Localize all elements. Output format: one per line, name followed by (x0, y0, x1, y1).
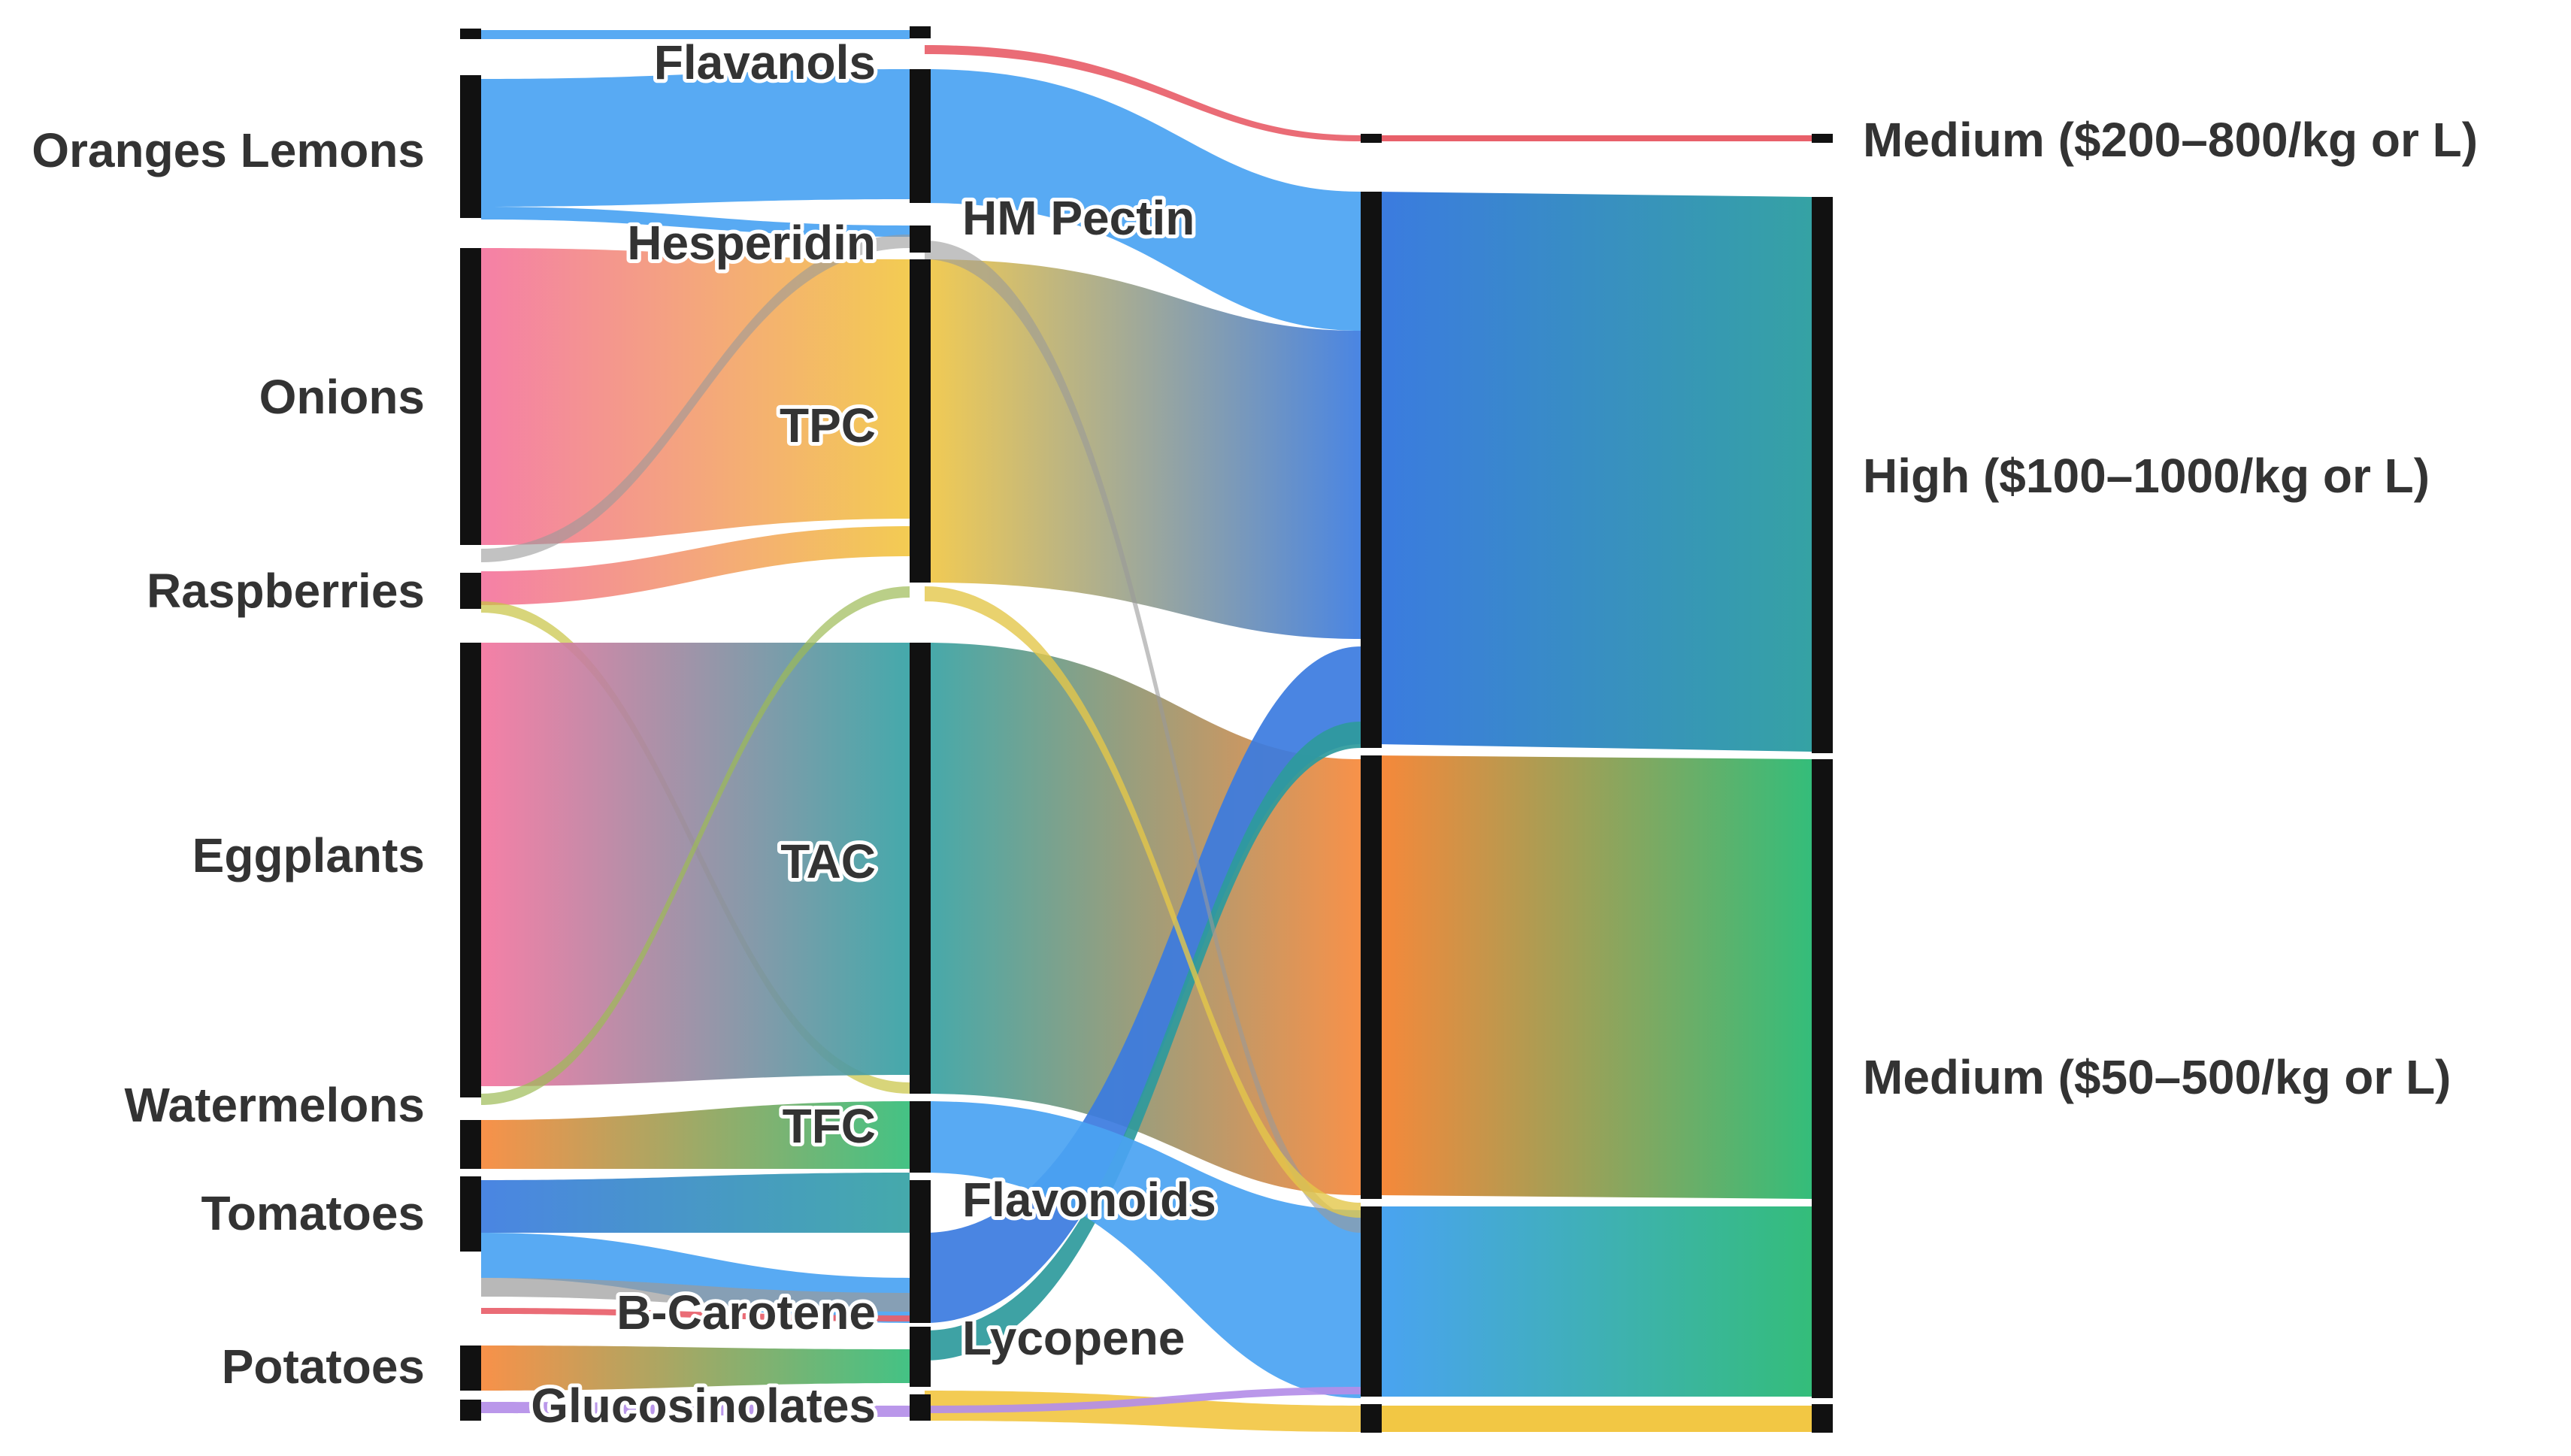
node-bcarotene-bar (910, 1327, 931, 1387)
link-flavanols-medium200 (925, 45, 1361, 141)
link-oranges-flavanols (481, 30, 910, 39)
link-onions-hesperidin (481, 235, 910, 562)
link-hmpectin-high (925, 69, 1361, 331)
label-flavonoids: Flavonoids (962, 1173, 1216, 1227)
label-tfc: TFC (783, 1099, 876, 1153)
label-onions: Onions (259, 370, 425, 424)
node-oranges-lemons (460, 75, 481, 218)
label-potatoes: Potatoes (222, 1339, 425, 1394)
link-tpc-high (925, 259, 1361, 639)
node-agg-medium200 (1361, 134, 1382, 143)
node-stage1-top (910, 26, 931, 38)
link-glucosinolates-yellow (925, 1391, 1361, 1432)
node-glucosinolates-bar (910, 1394, 931, 1421)
link-oranges-hmpectin (481, 69, 910, 207)
node-hesperidin-bar (910, 226, 931, 253)
links-stage-2 (1377, 135, 1812, 1432)
label-oranges-lemons: Oranges Lemons (32, 123, 425, 177)
link-potatoes-red (481, 1308, 910, 1321)
node-tfc-bar (910, 1101, 931, 1173)
node-potatoes-small (460, 1400, 481, 1421)
link-potatoes-bcarotene (481, 1346, 910, 1391)
label-eggplants: Eggplants (192, 828, 425, 882)
node-raspberries (460, 573, 481, 609)
link-agg-high (1377, 192, 1812, 752)
node-potatoes (460, 1346, 481, 1391)
label-tpc: TPC (780, 398, 876, 453)
link-raspberries-tpc (481, 526, 910, 605)
label-medium-50-500: Medium ($50–500/kg or L) (1863, 1050, 2451, 1104)
label-hm-pectin: HM Pectin (962, 191, 1195, 245)
node-watermelons (460, 1120, 481, 1169)
links-stage-1 (925, 45, 1361, 1432)
node-price-yellow (1812, 1404, 1833, 1433)
link-flavonoids-high (925, 646, 1361, 1323)
link-agg-medium200 (1377, 135, 1812, 141)
link-oranges-hesperidin (481, 207, 910, 237)
node-agg-yellow (1361, 1404, 1382, 1433)
link-agg-yellow (1377, 1406, 1812, 1432)
link-watermelons-tfc (481, 1101, 910, 1169)
label-watermelons: Watermelons (125, 1078, 425, 1132)
label-high-100-1000: High ($100–1000/kg or L) (1863, 449, 2430, 503)
link-agg-medium50-blue (1377, 1206, 1812, 1397)
label-lycopene: Lycopene (962, 1311, 1185, 1365)
link-purple (925, 1387, 1361, 1413)
node-price-medium50 (1812, 759, 1833, 1398)
node-eggplants (460, 643, 481, 1097)
node-tpc-bar (910, 259, 931, 583)
nodes (460, 26, 1833, 1433)
node-onions (460, 248, 481, 545)
link-tomatoes-flavonoids (481, 1173, 910, 1233)
node-agg-medium-blue (1361, 1206, 1382, 1397)
node-agg-high (1361, 192, 1382, 748)
link-potatoes-glucosinolates (481, 1402, 910, 1417)
label-hesperidin: Hesperidin (627, 216, 876, 270)
link-agg-medium50-orange (1377, 755, 1812, 1199)
node-price-high (1812, 197, 1833, 753)
node-top-small (460, 29, 481, 39)
labels: Oranges Lemons Onions Raspberries Eggpla… (32, 32, 2478, 1436)
node-tomatoes (460, 1176, 481, 1252)
link-tfc-medium (925, 1101, 1361, 1398)
node-price-medium200 (1812, 134, 1833, 143)
label-tomatoes: Tomatoes (201, 1186, 425, 1240)
node-flavonoids-bar (910, 1180, 931, 1323)
node-hmpectin-bar (910, 69, 931, 203)
link-eggplants-tpc (481, 586, 910, 1105)
label-b-carotene: B-Carotene (616, 1285, 876, 1339)
label-flavanols: Flavanols (654, 35, 876, 89)
links-stage-0 (481, 30, 910, 1417)
label-glucosinolates: Glucosinolates (531, 1379, 876, 1433)
link-eggplants-tac (481, 643, 910, 1086)
label-raspberries: Raspberries (147, 564, 425, 618)
link-tomatoes-bcarotene (481, 1278, 910, 1312)
node-agg-medium50 (1361, 755, 1382, 1199)
node-tac-bar (910, 643, 931, 1094)
label-tac: TAC (780, 834, 876, 888)
label-medium-200-800: Medium ($200–800/kg or L) (1863, 113, 2478, 167)
